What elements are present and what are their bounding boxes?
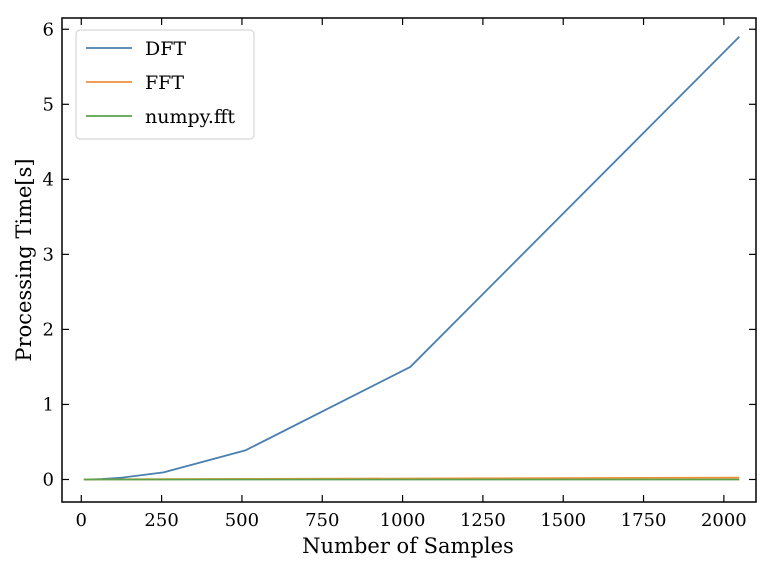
y-tick-label: 4 (43, 169, 54, 190)
y-axis-label: Processing Time[s] (12, 158, 36, 361)
legend: DFT FFT numpy.fft (75, 29, 255, 140)
y-tick-label: 1 (43, 394, 54, 415)
x-tick-label: 250 (144, 510, 178, 531)
y-tick-label: 5 (43, 94, 54, 115)
y-tick-label: 3 (43, 244, 54, 265)
y-tick-label: 2 (43, 319, 54, 340)
legend-label-numpy-fft: numpy.fft (145, 106, 235, 128)
x-tick-label: 1250 (460, 510, 506, 531)
legend-box (75, 29, 255, 140)
x-axis-label: Number of Samples (302, 534, 514, 558)
x-tick-label: 0 (76, 510, 87, 531)
y-tick-label: 0 (43, 469, 54, 490)
series-layer (83, 36, 740, 481)
legend-label-fft: FFT (145, 72, 184, 94)
x-tick-label: 1000 (380, 510, 426, 531)
legend-items: DFT FFT numpy.fft (86, 38, 235, 128)
x-tick-label: 1500 (540, 510, 586, 531)
y-tick-label: 6 (43, 19, 54, 40)
x-tick-label: 1750 (621, 510, 667, 531)
ticks-layer: 0 250 500 750 1000 1250 1500 1750 2000 0 1 2 3 4 5 6 (43, 18, 756, 531)
plot-frame (61, 17, 757, 503)
x-tick-label: 750 (305, 510, 339, 531)
x-tick-label: 500 (225, 510, 259, 531)
x-tick-label: 2000 (701, 510, 747, 531)
legend-label-dft: DFT (145, 38, 186, 60)
